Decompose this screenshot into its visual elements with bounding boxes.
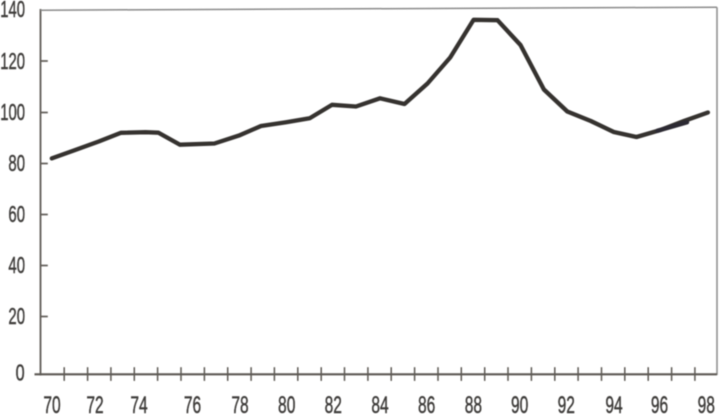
svg-text:90: 90 (511, 392, 528, 414)
svg-text:60: 60 (8, 201, 25, 227)
svg-text:74: 74 (130, 392, 147, 414)
svg-text:88: 88 (465, 392, 482, 414)
svg-text:78: 78 (231, 392, 248, 414)
svg-text:84: 84 (371, 392, 388, 414)
svg-text:96: 96 (651, 392, 668, 414)
svg-text:92: 92 (558, 392, 575, 414)
svg-text:120: 120 (0, 48, 25, 74)
svg-text:98: 98 (698, 392, 715, 414)
svg-text:80: 80 (278, 392, 295, 414)
svg-text:70: 70 (43, 392, 60, 414)
svg-text:20: 20 (8, 303, 25, 329)
svg-text:76: 76 (184, 392, 201, 414)
svg-text:40: 40 (8, 252, 25, 278)
svg-text:94: 94 (605, 392, 622, 414)
svg-text:72: 72 (86, 392, 103, 414)
svg-text:0: 0 (16, 359, 25, 385)
svg-text:100: 100 (0, 99, 25, 125)
svg-text:80: 80 (8, 150, 25, 176)
svg-text:140: 140 (0, 0, 25, 22)
svg-text:86: 86 (418, 392, 435, 414)
svg-text:82: 82 (325, 392, 342, 414)
